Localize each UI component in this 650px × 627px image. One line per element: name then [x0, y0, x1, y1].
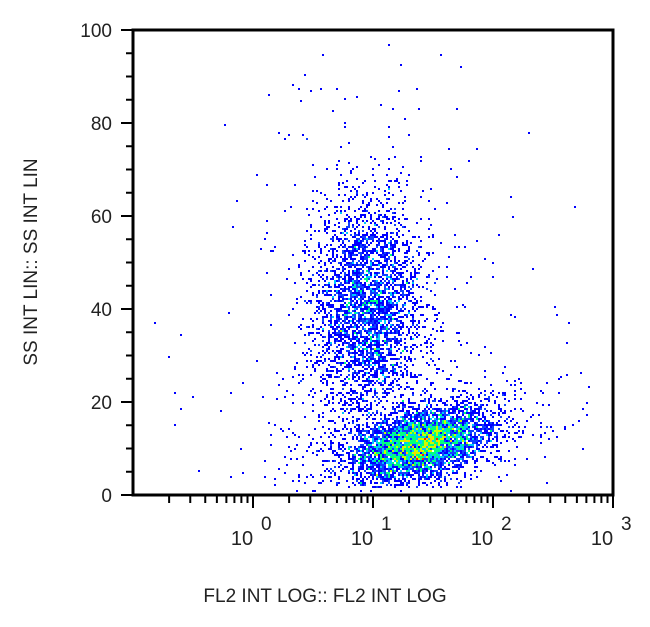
- y-axis-label: SS INT LIN:: SS INT LIN: [21, 158, 42, 366]
- svg-text:10: 10: [471, 528, 493, 550]
- svg-text:10: 10: [351, 528, 373, 550]
- x-axis: 10 0 10 1 10 2 10 3: [121, 494, 632, 550]
- x-tick-label: 10 0: [231, 514, 272, 550]
- svg-text:0: 0: [261, 514, 272, 535]
- y-tick-label: 60: [91, 207, 112, 228]
- y-axis-label-container: SS INT LIN:: SS INT LIN: [8, 0, 48, 622]
- y-tick-label: 40: [91, 300, 112, 321]
- y-tick-label: 20: [91, 393, 112, 414]
- x-tick-label: 10 1: [351, 514, 392, 550]
- svg-text:10: 10: [231, 528, 253, 550]
- svg-text:3: 3: [621, 514, 632, 535]
- svg-text:2: 2: [501, 514, 512, 535]
- y-tick-label: 100: [80, 21, 112, 42]
- x-axis-label: FL2 INT LOG:: FL2 INT LOG: [203, 586, 447, 607]
- y-tick-label: 80: [91, 114, 112, 135]
- y-tick-label: 0: [101, 486, 112, 507]
- svg-text:1: 1: [381, 514, 392, 535]
- x-tick-label: 10 2: [471, 514, 512, 550]
- data-points: [154, 44, 590, 492]
- x-tick-label: 10 3: [591, 514, 632, 550]
- y-axis: 0 20 40 60 80 100: [80, 21, 133, 507]
- svg-text:10: 10: [591, 528, 613, 550]
